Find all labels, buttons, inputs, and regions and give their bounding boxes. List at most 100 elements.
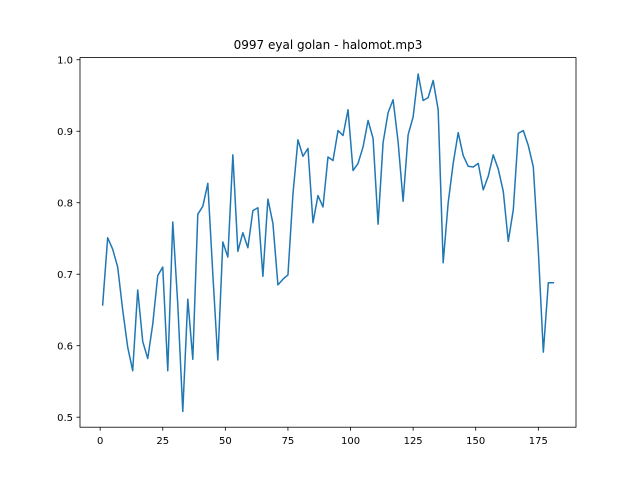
data-point xyxy=(378,224,379,225)
data-point xyxy=(287,274,288,275)
data-point xyxy=(398,141,399,142)
data-point xyxy=(393,99,394,100)
data-point xyxy=(297,139,298,140)
data-point xyxy=(473,166,474,167)
data-point xyxy=(197,214,198,215)
data-point xyxy=(468,166,469,167)
x-tick-label: 150 xyxy=(466,436,485,447)
x-tick-label: 25 xyxy=(156,436,169,447)
data-point xyxy=(383,142,384,143)
y-tick-label: 0.9 xyxy=(57,127,73,138)
data-point xyxy=(363,146,364,147)
data-point xyxy=(453,163,454,164)
x-tick-label: 50 xyxy=(219,436,232,447)
data-point xyxy=(217,360,218,361)
data-point xyxy=(388,112,389,113)
data-point xyxy=(483,189,484,190)
data-point xyxy=(172,222,173,223)
data-point xyxy=(112,249,113,250)
data-point xyxy=(207,183,208,184)
x-axis: 0 25 50 75 100 125 150 175 xyxy=(97,427,548,447)
data-point xyxy=(553,282,554,283)
series-line xyxy=(101,73,555,413)
data-point xyxy=(142,341,143,342)
x-tick-label: 175 xyxy=(529,436,548,447)
data-point xyxy=(232,154,233,155)
data-point xyxy=(237,251,238,252)
data-point xyxy=(503,191,504,192)
y-tick-label: 0.6 xyxy=(57,341,73,352)
data-point xyxy=(122,309,123,310)
x-tick-label: 125 xyxy=(404,436,423,447)
data-point xyxy=(438,109,439,110)
data-point xyxy=(488,176,489,177)
data-point xyxy=(518,133,519,134)
data-point xyxy=(548,282,549,283)
data-point xyxy=(277,284,278,285)
data-point xyxy=(307,148,308,149)
data-point xyxy=(322,207,323,208)
x-tick-label: 75 xyxy=(282,436,295,447)
data-point xyxy=(538,250,539,251)
data-point xyxy=(222,242,223,243)
data-point xyxy=(212,274,213,275)
y-tick-label: 1.0 xyxy=(57,55,73,66)
data-point xyxy=(448,202,449,203)
data-point xyxy=(192,359,193,360)
data-point xyxy=(443,262,444,263)
data-point xyxy=(167,370,168,371)
data-point xyxy=(127,347,128,348)
data-point xyxy=(348,109,349,110)
data-point xyxy=(478,163,479,164)
data-point xyxy=(523,130,524,131)
data-point xyxy=(458,132,459,133)
data-point xyxy=(513,209,514,210)
data-point xyxy=(413,116,414,117)
y-tick-label: 0.5 xyxy=(57,413,73,424)
data-point xyxy=(343,135,344,136)
data-point xyxy=(282,279,283,280)
data-point xyxy=(493,154,494,155)
data-point xyxy=(358,163,359,164)
data-point xyxy=(152,324,153,325)
data-point xyxy=(433,80,434,81)
data-point xyxy=(423,100,424,101)
data-point xyxy=(227,257,228,258)
data-point xyxy=(117,267,118,268)
data-point xyxy=(317,195,318,196)
data-point xyxy=(292,194,293,195)
data-point xyxy=(368,120,369,121)
data-point xyxy=(302,156,303,157)
data-point xyxy=(508,241,509,242)
data-point xyxy=(333,160,334,161)
data-point xyxy=(102,304,103,305)
data-point xyxy=(132,370,133,371)
data-point xyxy=(272,223,273,224)
data-point xyxy=(247,247,248,248)
data-point xyxy=(338,130,339,131)
data-point xyxy=(187,299,188,300)
x-tick-label: 0 xyxy=(97,436,103,447)
data-point xyxy=(107,237,108,238)
data-point xyxy=(408,134,409,135)
y-axis: 0.5 0.6 0.7 0.8 0.9 1.0 xyxy=(57,55,80,424)
data-point xyxy=(147,358,148,359)
data-point xyxy=(403,201,404,202)
data-point xyxy=(182,411,183,412)
data-point xyxy=(267,199,268,200)
chart-title: 0997 eyal golan - halomot.mp3 xyxy=(234,38,423,52)
data-point xyxy=(543,352,544,353)
data-point xyxy=(328,156,329,157)
data-point xyxy=(533,166,534,167)
data-point xyxy=(312,222,313,223)
data-point xyxy=(242,232,243,233)
data-point xyxy=(157,275,158,276)
series-group xyxy=(101,73,555,413)
data-point xyxy=(463,155,464,156)
data-point xyxy=(137,289,138,290)
data-point xyxy=(262,276,263,277)
data-point xyxy=(162,267,163,268)
data-point xyxy=(177,304,178,305)
